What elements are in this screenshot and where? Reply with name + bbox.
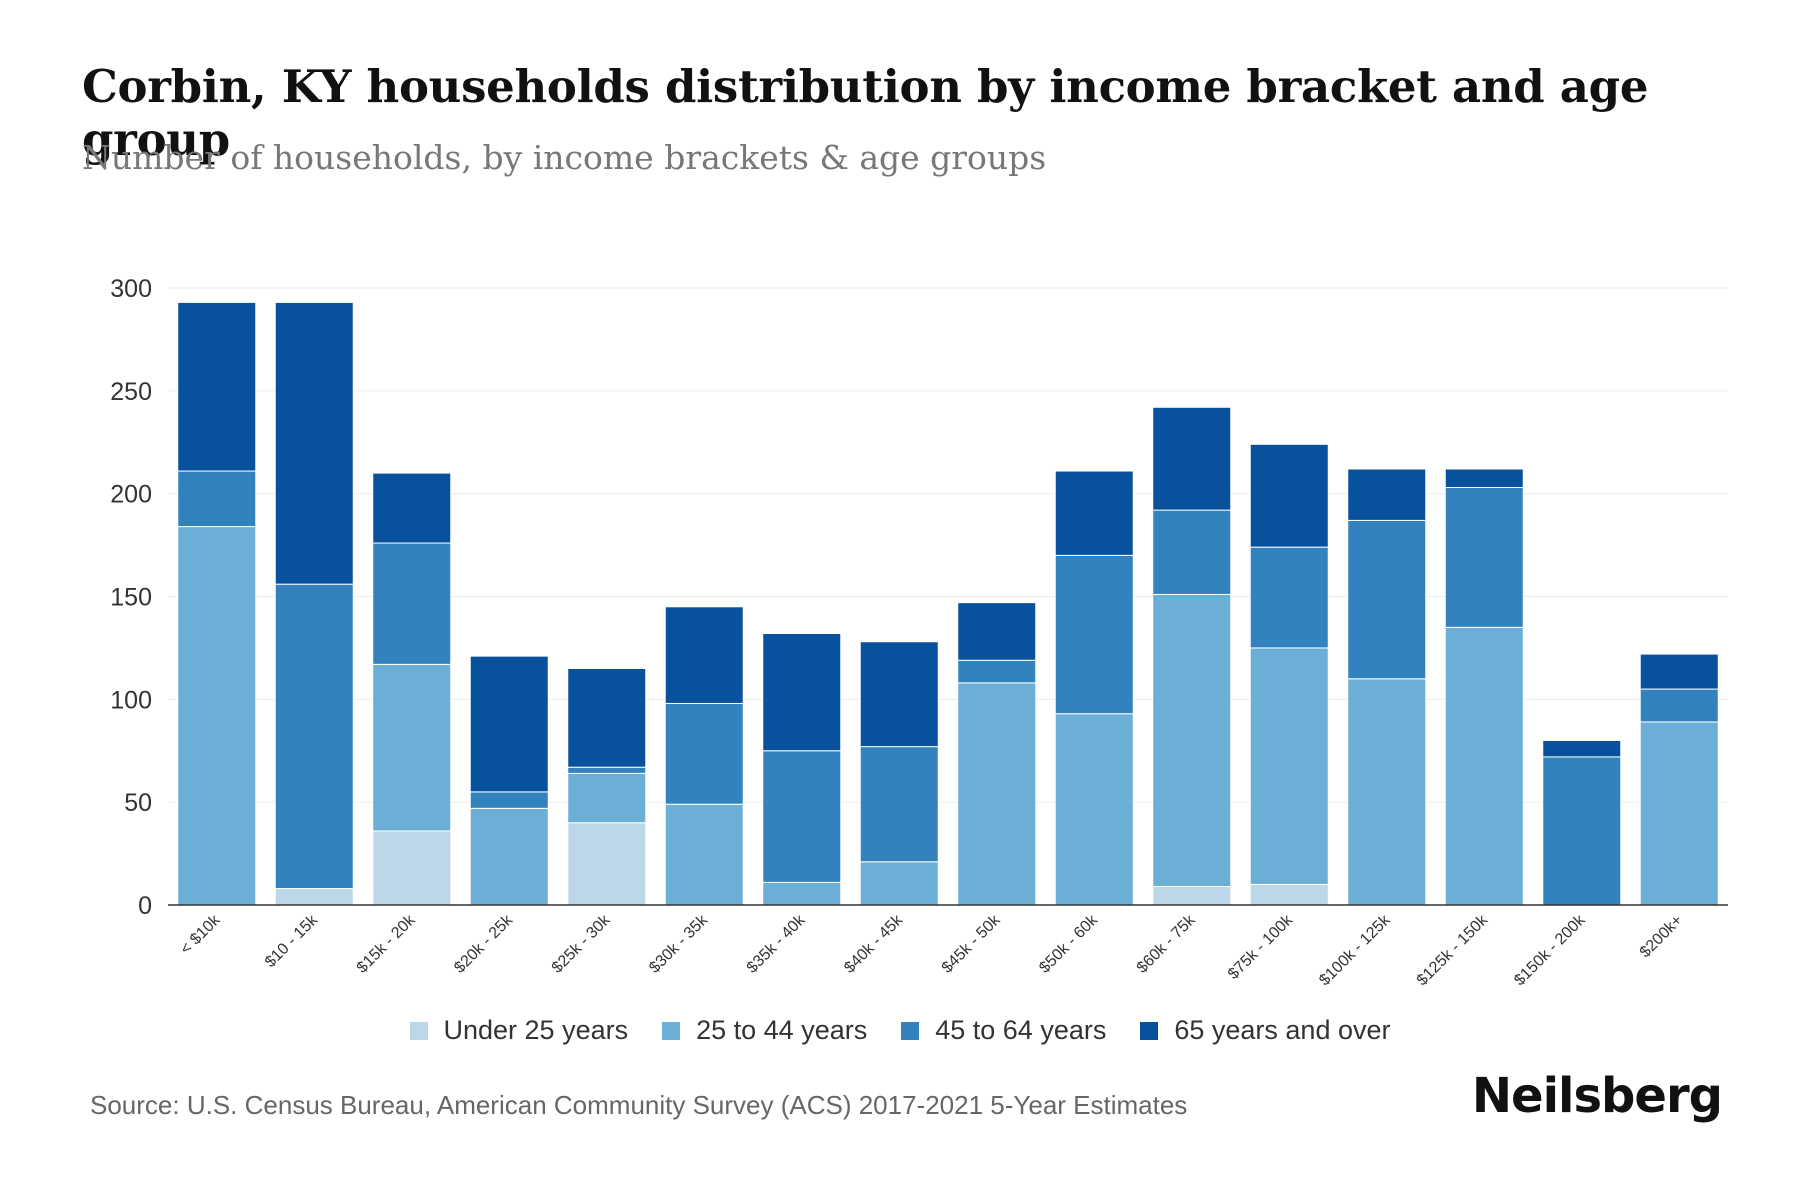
- legend-label-65-over: 65 years and over: [1174, 1015, 1391, 1045]
- bar-segment[interactable]: $20k - 25k — 45 to 64 years: 8: [469, 791, 549, 809]
- y-tick-label-0: 0: [138, 892, 152, 920]
- y-tick-label-150: 150: [110, 584, 152, 612]
- chart-title: Corbin, KY households distribution by in…: [82, 60, 1649, 166]
- bar-segment[interactable]: $15k - 20k — 45 to 64 years: 59: [372, 542, 452, 665]
- bar-segment[interactable]: $35k - 40k — 45 to 64 years: 64: [762, 750, 842, 883]
- bar-segment[interactable]: $40k - 45k — 65 years and over: 51: [859, 641, 939, 748]
- bar-segment[interactable]: $60k - 75k — 65 years and over: 50: [1152, 406, 1232, 511]
- legend-item-65-over[interactable]: 65 years and over: [1140, 1015, 1391, 1046]
- legend-label-under-25: Under 25 years: [443, 1015, 629, 1045]
- y-tick-label-200: 200: [110, 481, 152, 509]
- bar-segment[interactable]: $35k - 40k — 65 years and over: 57: [762, 633, 842, 752]
- bar-segment[interactable]: $15k - 20k — 25 to 44 years: 81: [372, 663, 452, 832]
- legend-item-25-44[interactable]: 25 to 44 years: [662, 1015, 867, 1046]
- bar-segment[interactable]: $40k - 45k — 25 to 44 years: 21: [859, 861, 939, 906]
- bar-segment[interactable]: $15k - 20k — Under 25 years: 36: [372, 830, 452, 906]
- x-tick-label: $200k+: [1637, 912, 1686, 961]
- bar-segment[interactable]: $100k - 125k — 25 to 44 years: 110: [1347, 678, 1427, 906]
- legend-swatch-25-44: [662, 1021, 681, 1040]
- x-tick-label: $35k - 40k: [744, 911, 810, 977]
- bar-segment[interactable]: $25k - 30k — Under 25 years: 40: [567, 822, 647, 906]
- bar-segment[interactable]: $200k+ — 45 to 64 years: 16: [1639, 688, 1719, 723]
- legend-swatch-65-over: [1140, 1021, 1159, 1040]
- stacked-bar-chart: 0 50 100 150 200 250 300 < $10k — 25 to 44 year…: [110, 275, 1728, 989]
- bar-segment[interactable]: $40k - 45k — 45 to 64 years: 56: [859, 746, 939, 863]
- bar-segment[interactable]: $75k - 100k — 45 to 64 years: 49: [1249, 546, 1329, 649]
- bar-segment[interactable]: $25k - 30k — 25 to 44 years: 24: [567, 772, 647, 824]
- bar-segment[interactable]: $30k - 35k — 65 years and over: 47: [664, 606, 744, 704]
- x-tick-label: $125k - 150k: [1414, 911, 1492, 989]
- x-tick-label: $20k - 25k: [451, 911, 517, 977]
- bar-segment[interactable]: $200k+ — 25 to 44 years: 89: [1639, 721, 1719, 906]
- bar-segment[interactable]: $45k - 50k — 65 years and over: 28: [957, 602, 1037, 661]
- x-tick-label: $150k - 200k: [1511, 911, 1589, 989]
- bar-segment[interactable]: $45k - 50k — 25 to 44 years: 108: [957, 682, 1037, 906]
- bar-segment[interactable]: < $10k — 25 to 44 years: 184: [177, 526, 257, 906]
- bar-segment[interactable]: $60k - 75k — 25 to 44 years: 142: [1152, 593, 1232, 887]
- legend-label-25-44: 25 to 44 years: [696, 1015, 868, 1045]
- chart-legend: Under 25 years 25 to 44 years 45 to 64 y…: [0, 1015, 1800, 1046]
- bar-segment[interactable]: $100k - 125k — 65 years and over: 25: [1347, 468, 1427, 521]
- bar-segment[interactable]: $30k - 35k — 25 to 44 years: 49: [664, 803, 744, 906]
- y-tick-label-250: 250: [110, 378, 152, 406]
- x-tick-label: $75k - 100k: [1225, 911, 1297, 983]
- bar-segment[interactable]: $125k - 150k — 45 to 64 years: 68: [1444, 486, 1524, 628]
- x-tick-label: $25k - 30k: [549, 911, 615, 977]
- bar-segment[interactable]: $75k - 100k — 65 years and over: 50: [1249, 443, 1329, 548]
- bar-segment[interactable]: $60k - 75k — 45 to 64 years: 41: [1152, 509, 1232, 595]
- x-tick-label: < $10k: [177, 911, 224, 958]
- legend-swatch-under-25: [409, 1021, 428, 1040]
- bar-segment[interactable]: $50k - 60k — 45 to 64 years: 77: [1054, 554, 1134, 715]
- x-tick-label: $30k - 35k: [646, 911, 712, 977]
- bar-segment[interactable]: $150k - 200k — 65 years and over: 8: [1542, 739, 1622, 758]
- x-tick-label: $10 - 15k: [262, 911, 322, 971]
- x-tick-label: $60k - 75k: [1134, 911, 1200, 977]
- bar-segment[interactable]: < $10k — 45 to 64 years: 27: [177, 470, 257, 528]
- x-tick-label: $15k - 20k: [354, 911, 420, 977]
- chart-subtitle: Number of households, by income brackets…: [82, 138, 1047, 177]
- bar-segment[interactable]: $50k - 60k — 25 to 44 years: 93: [1054, 713, 1134, 906]
- bar-segment[interactable]: $25k - 30k — 45 to 64 years: 3: [567, 766, 647, 774]
- legend-swatch-45-64: [901, 1021, 920, 1040]
- bar-segment[interactable]: $20k - 25k — 25 to 44 years: 47: [469, 807, 549, 906]
- legend-label-45-64: 45 to 64 years: [935, 1015, 1107, 1045]
- bar-segment[interactable]: $20k - 25k — 65 years and over: 66: [469, 655, 549, 793]
- bar-segment[interactable]: $125k - 150k — 65 years and over: 9: [1444, 468, 1524, 488]
- bar-segment[interactable]: $75k - 100k — 25 to 44 years: 115: [1249, 647, 1329, 885]
- x-tick-label: $40k - 45k: [841, 911, 907, 977]
- bar-segment[interactable]: $15k - 20k — 65 years and over: 34: [372, 472, 452, 544]
- legend-item-45-64[interactable]: 45 to 64 years: [901, 1015, 1106, 1046]
- bar-segment[interactable]: $10 - 15k — 65 years and over: 137: [274, 301, 354, 585]
- bar-segment[interactable]: $125k - 150k — 25 to 44 years: 135: [1444, 626, 1524, 906]
- bar-segment[interactable]: $200k+ — 65 years and over: 17: [1639, 653, 1719, 690]
- bar-segment[interactable]: $10 - 15k — Under 25 years: 8: [274, 888, 354, 906]
- y-tick-label-100: 100: [110, 686, 152, 714]
- x-tick-label: $50k - 60k: [1036, 911, 1102, 977]
- bar-segment[interactable]: $75k - 100k — Under 25 years: 10: [1249, 883, 1329, 906]
- bar-segment[interactable]: $30k - 35k — 45 to 64 years: 49: [664, 702, 744, 805]
- y-tick-label-300: 300: [110, 275, 152, 303]
- bar-segment[interactable]: $25k - 30k — 65 years and over: 48: [567, 667, 647, 768]
- x-tick-label: $45k - 50k: [939, 911, 1005, 977]
- bar-segment[interactable]: $60k - 75k — Under 25 years: 9: [1152, 885, 1232, 906]
- bar-segment[interactable]: $150k - 200k — 45 to 64 years: 72: [1542, 756, 1622, 906]
- bar-segment[interactable]: < $10k — 65 years and over: 82: [177, 301, 257, 472]
- bar-segment[interactable]: $35k - 40k — 25 to 44 years: 11: [762, 881, 842, 906]
- bar-segment[interactable]: $50k - 60k — 65 years and over: 41: [1054, 470, 1134, 556]
- bar-segment[interactable]: $100k - 125k — 45 to 64 years: 77: [1347, 519, 1427, 680]
- brand-logo: Neilsberg: [1471, 1068, 1723, 1124]
- x-tick-label: $100k - 125k: [1316, 911, 1394, 989]
- source-note: Source: U.S. Census Bureau, American Com…: [90, 1090, 1188, 1120]
- legend-item-under-25[interactable]: Under 25 years: [409, 1015, 629, 1046]
- bar-segment[interactable]: $10 - 15k — 45 to 64 years: 148: [274, 583, 354, 890]
- bar-segment[interactable]: $45k - 50k — 45 to 64 years: 11: [957, 659, 1037, 684]
- y-tick-label-50: 50: [124, 789, 152, 817]
